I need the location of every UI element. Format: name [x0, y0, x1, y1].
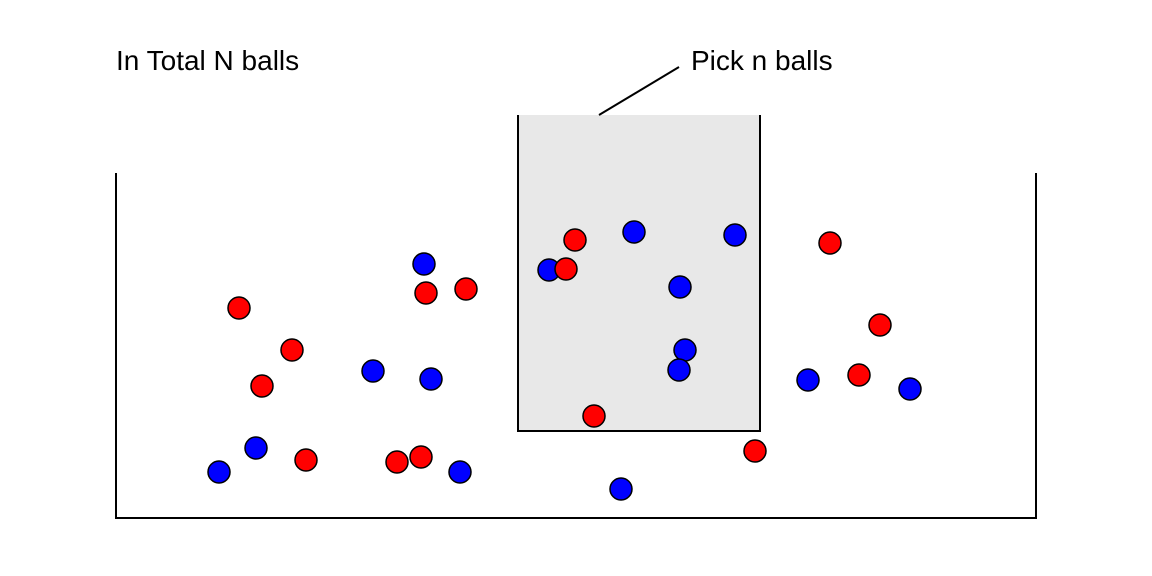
blue-ball [609, 477, 633, 501]
red-ball [818, 231, 842, 255]
red-ball [385, 450, 409, 474]
sample-box [517, 115, 761, 432]
red-ball [250, 374, 274, 398]
balls-group [207, 220, 922, 501]
pick-label: Pick n balls [691, 45, 833, 76]
blue-ball [419, 367, 443, 391]
red-ball [847, 363, 871, 387]
red-ball [563, 228, 587, 252]
blue-ball [667, 358, 691, 382]
red-ball [454, 277, 478, 301]
blue-ball [361, 359, 385, 383]
red-ball [743, 439, 767, 463]
blue-ball [673, 338, 697, 362]
blue-ball [412, 252, 436, 276]
blue-ball [244, 436, 268, 460]
blue-ball [668, 275, 692, 299]
blue-ball [796, 368, 820, 392]
red-ball [868, 313, 892, 337]
red-ball [582, 404, 606, 428]
blue-ball [622, 220, 646, 244]
urn-container [115, 173, 1037, 519]
red-ball [554, 257, 578, 281]
red-ball [409, 445, 433, 469]
pick-label-leader [598, 66, 680, 116]
blue-ball [898, 377, 922, 401]
red-ball [294, 448, 318, 472]
red-ball [280, 338, 304, 362]
red-ball [227, 296, 251, 320]
blue-ball [448, 460, 472, 484]
red-ball [414, 281, 438, 305]
blue-ball [723, 223, 747, 247]
total-label: In Total N balls [116, 45, 299, 76]
blue-ball [207, 460, 231, 484]
